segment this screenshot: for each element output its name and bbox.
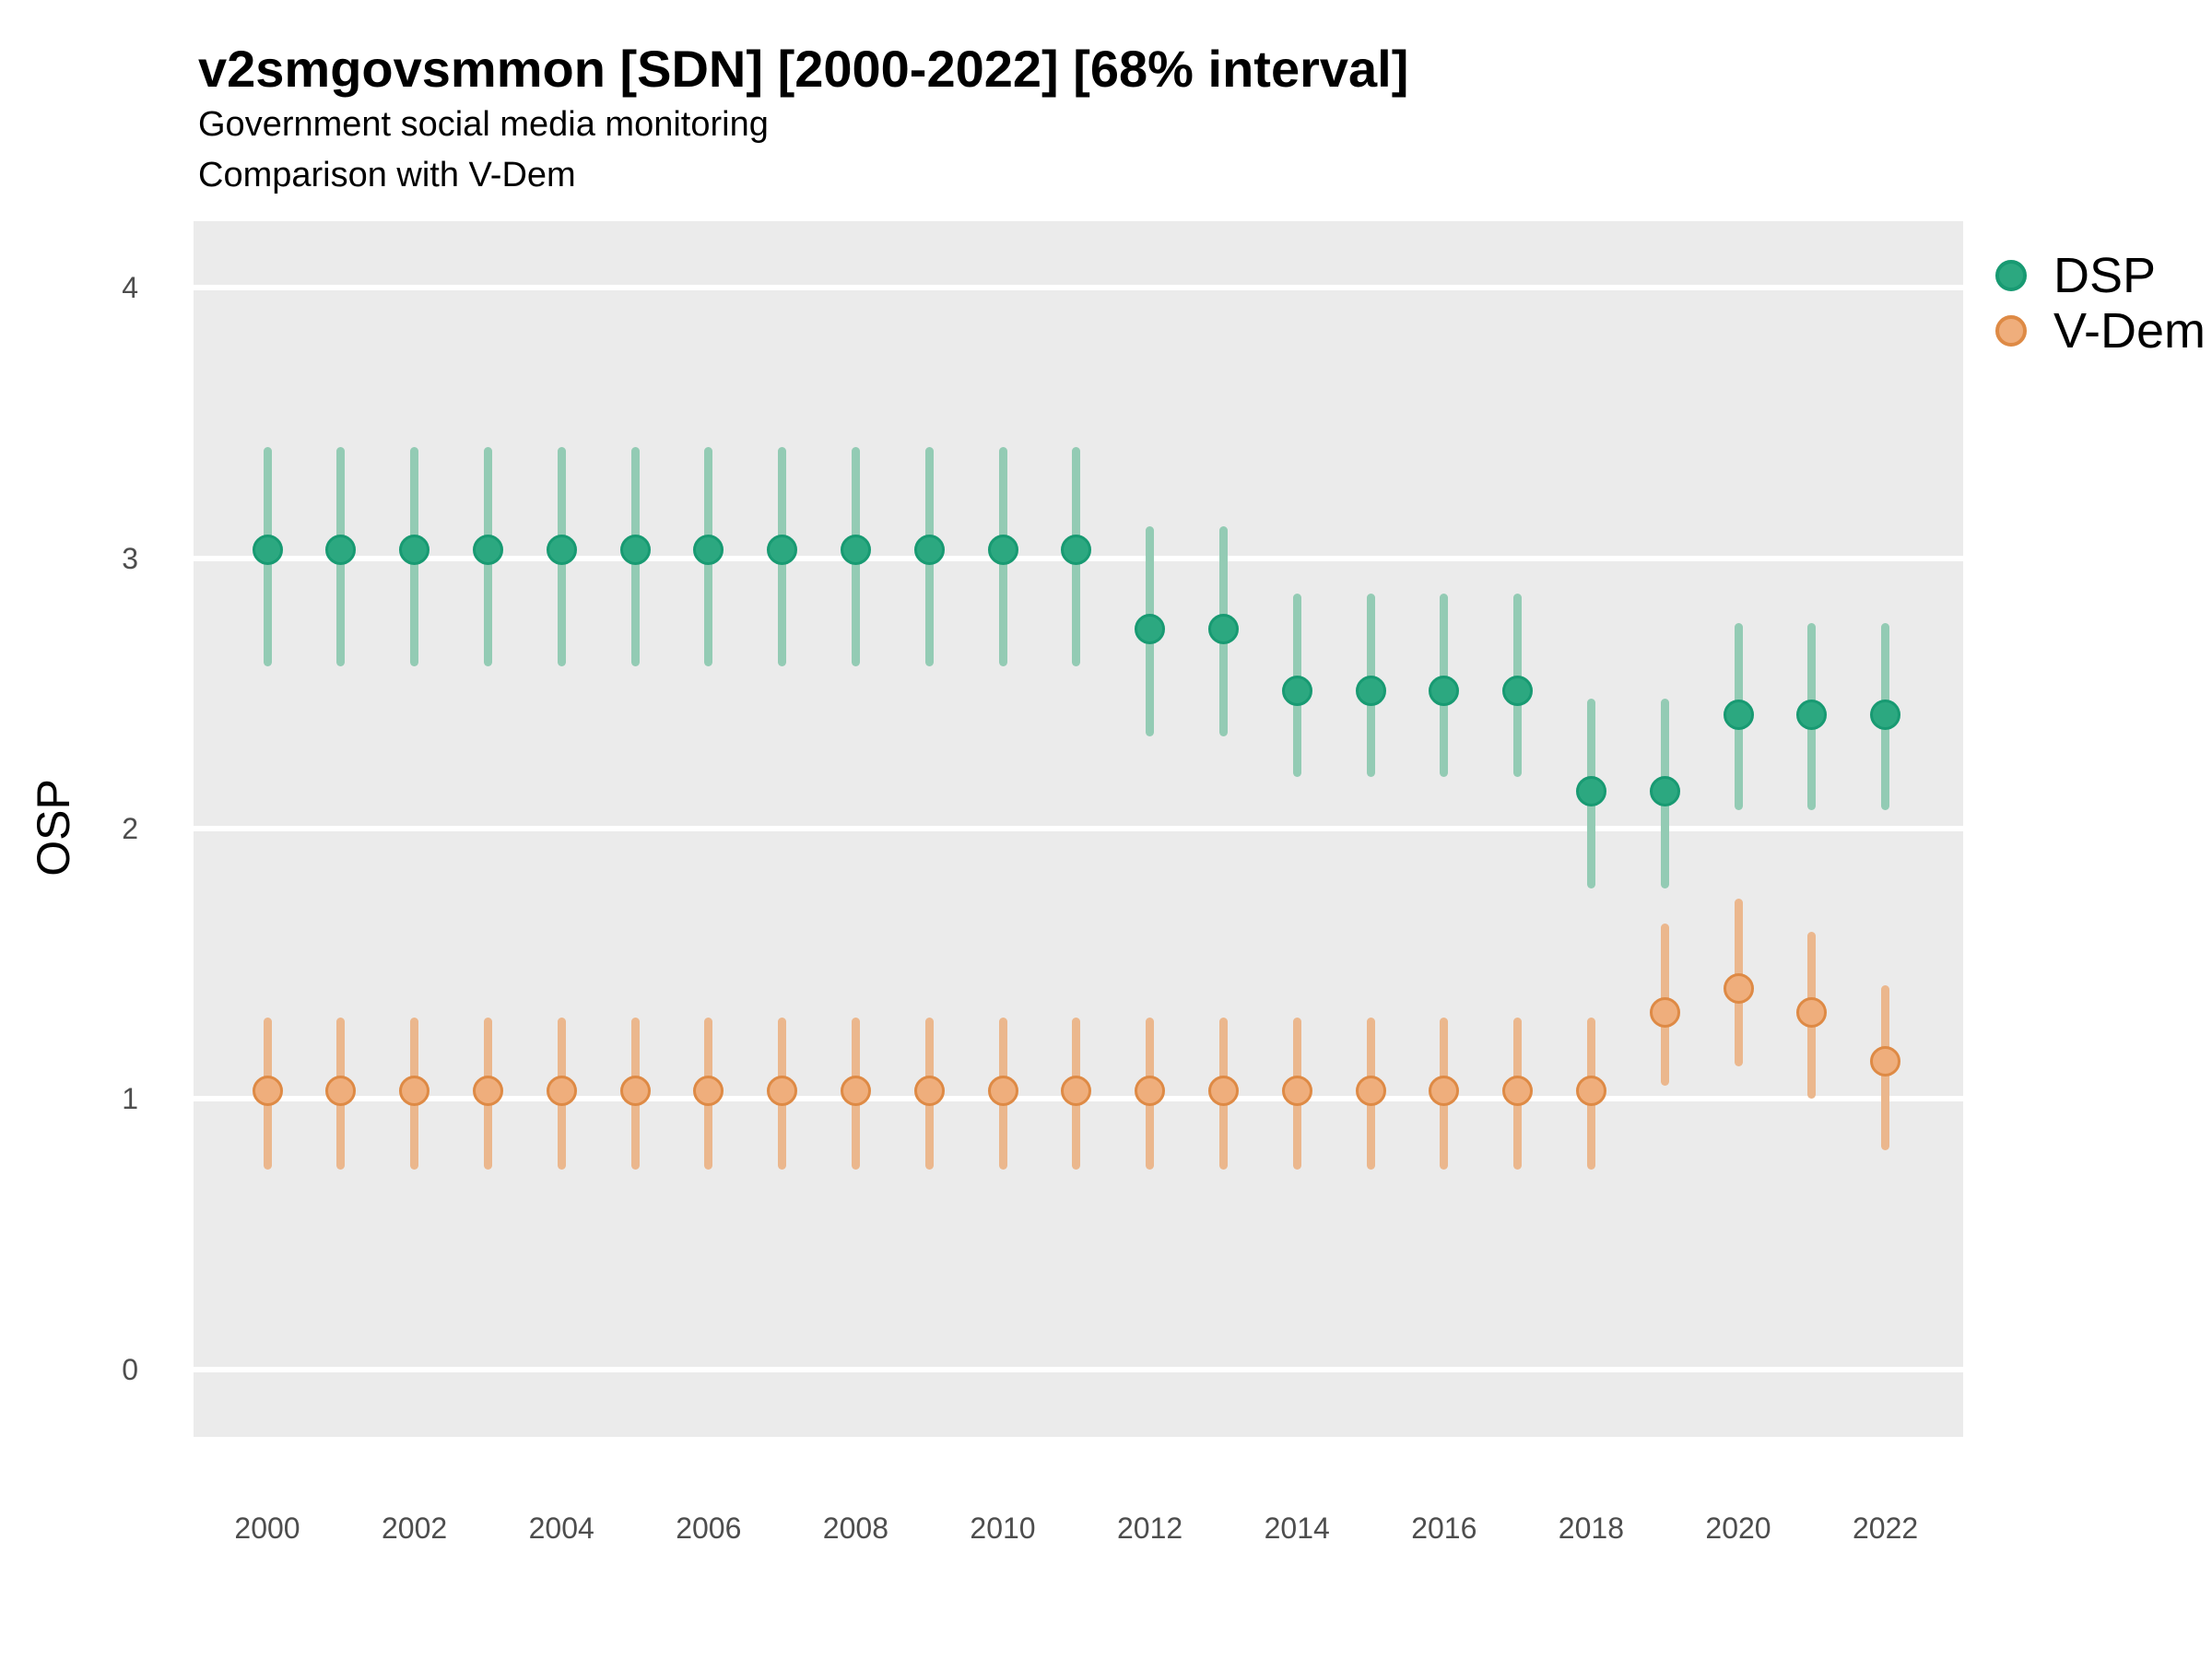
data-point (1061, 1076, 1092, 1107)
x-tick-label: 2010 (970, 1512, 1036, 1545)
x-tick-label: 2018 (1558, 1512, 1624, 1545)
data-point (1135, 1076, 1166, 1107)
data-point (913, 535, 945, 566)
y-tick-label: 1 (122, 1082, 138, 1116)
data-point (1796, 700, 1828, 731)
data-point (619, 535, 651, 566)
data-point (1061, 535, 1092, 566)
y-tick-label: 0 (122, 1352, 138, 1386)
gridline-y-0 (194, 1366, 1963, 1372)
x-tick-label: 2002 (382, 1512, 448, 1545)
data-point (1429, 1076, 1460, 1107)
x-tick-label: 2012 (1117, 1512, 1183, 1545)
gridline-y-2 (194, 826, 1963, 832)
x-tick-label: 2004 (528, 1512, 594, 1545)
data-point (1429, 675, 1460, 706)
x-tick-label: 2022 (1853, 1512, 1919, 1545)
data-point (767, 1076, 798, 1107)
data-point (1575, 1076, 1606, 1107)
y-tick-label: 2 (122, 812, 138, 846)
chart-subtitle-line2: Comparison with V-Dem (198, 156, 576, 194)
data-point (693, 535, 724, 566)
x-tick-label: 2020 (1705, 1512, 1771, 1545)
data-point (1723, 972, 1754, 1004)
data-point (1649, 997, 1680, 1029)
data-point (1502, 675, 1534, 706)
data-point (913, 1076, 945, 1107)
x-tick-label: 2016 (1411, 1512, 1477, 1545)
data-point (840, 1076, 871, 1107)
data-point (1649, 775, 1680, 806)
legend-label-v-dem: V-Dem (2053, 303, 2206, 359)
x-tick-label: 2000 (234, 1512, 300, 1545)
data-point (1502, 1076, 1534, 1107)
data-point (1870, 700, 1901, 731)
y-tick-label: 3 (122, 541, 138, 575)
plot-panel (194, 221, 1963, 1437)
data-point (252, 535, 283, 566)
data-point (987, 535, 1018, 566)
chart-title: v2smgovsmmon [SDN] [2000-2022] [68% inte… (198, 40, 1409, 98)
data-point (1355, 675, 1386, 706)
data-point (472, 535, 503, 566)
data-point (1135, 613, 1166, 644)
data-point (546, 1076, 577, 1107)
x-tick-label: 2014 (1264, 1512, 1330, 1545)
data-point (1575, 775, 1606, 806)
data-point (399, 535, 430, 566)
data-point (1207, 613, 1239, 644)
legend-label-dsp: DSP (2053, 248, 2157, 303)
data-point (840, 535, 871, 566)
data-point (325, 1076, 357, 1107)
data-point (1207, 1076, 1239, 1107)
data-point (1870, 1045, 1901, 1077)
y-tick-label: 4 (122, 271, 138, 305)
data-point (1355, 1076, 1386, 1107)
data-point (693, 1076, 724, 1107)
gridline-y-4 (194, 285, 1963, 291)
data-point (472, 1076, 503, 1107)
data-point (1281, 675, 1312, 706)
data-point (767, 535, 798, 566)
data-point (987, 1076, 1018, 1107)
data-point (1281, 1076, 1312, 1107)
data-point (1723, 700, 1754, 731)
data-point (546, 535, 577, 566)
legend-marker-dsp (1995, 260, 2027, 291)
x-tick-label: 2006 (676, 1512, 742, 1545)
x-tick-label: 2008 (822, 1512, 888, 1545)
data-point (399, 1076, 430, 1107)
data-point (325, 535, 357, 566)
data-point (619, 1076, 651, 1107)
data-point (252, 1076, 283, 1107)
legend-marker-v-dem (1995, 315, 2027, 347)
chart-subtitle-line1: Government social media monitoring (198, 105, 769, 144)
data-point (1796, 997, 1828, 1029)
